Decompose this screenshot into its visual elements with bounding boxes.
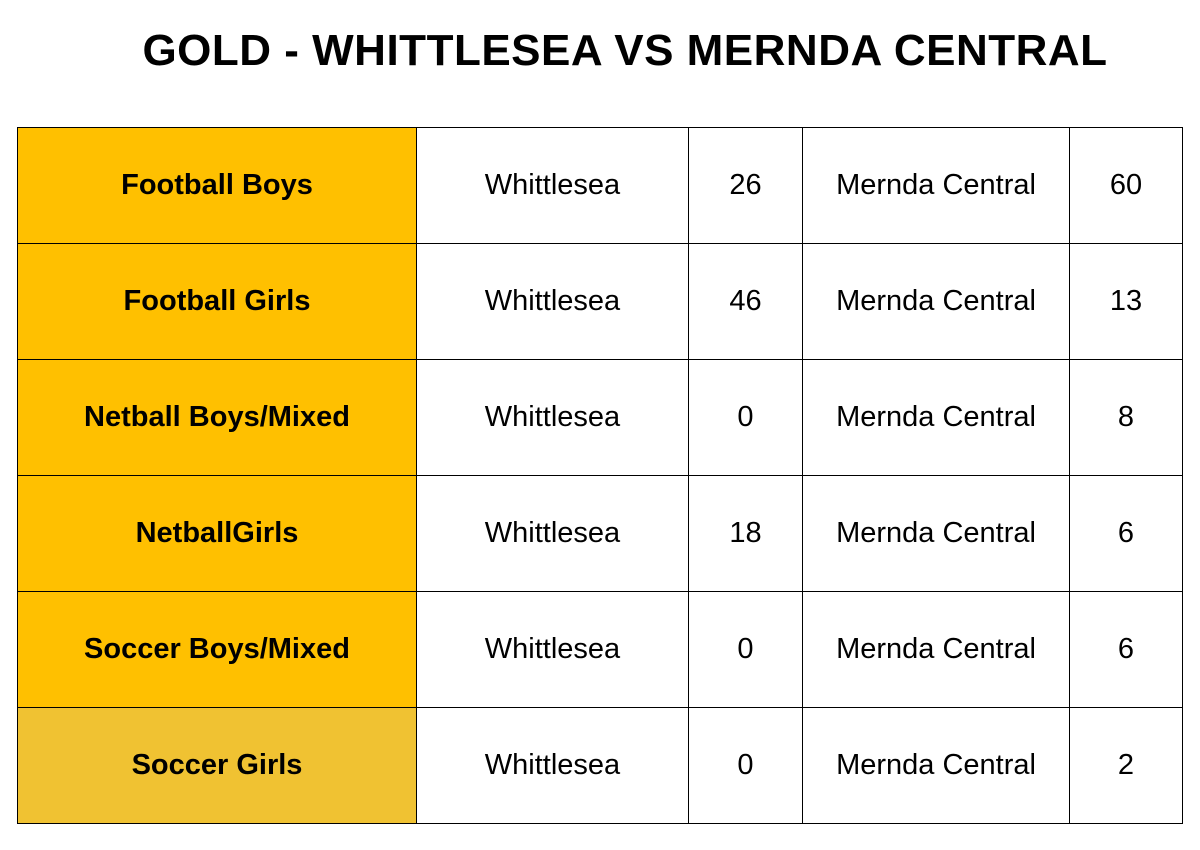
score-home: 26: [688, 127, 803, 244]
team-home: Whittlesea: [416, 243, 689, 360]
sport: Netball Boys/Mixed: [17, 359, 417, 476]
sport: Soccer Girls: [17, 707, 417, 824]
title: GOLD - WHITTLESEA VS MERNDA CENTRAL: [142, 26, 1108, 75]
results-table: Football Boys Whittlesea 26 Mernda Central 6…: [17, 127, 1183, 824]
score-away: 2: [1069, 707, 1183, 824]
score-home: 18: [688, 475, 803, 592]
team-home: Whittlesea: [416, 359, 689, 476]
sport: NetballGirls: [17, 475, 417, 592]
row: Netball Boys/Mixed Whittlesea 0 Mernda Cent…: [17, 359, 1183, 476]
team-away: Mernda Central: [802, 591, 1070, 708]
team-away: Mernda Central: [802, 243, 1070, 360]
row: NetballGirls Whittlesea 18 Mernda Central 6: [17, 475, 1183, 592]
score-away: 13: [1069, 243, 1183, 360]
table-body: Football Boys Whittlesea 26 Mernda Central 6…: [17, 127, 1183, 824]
team-away: Mernda Central: [802, 707, 1070, 824]
score-away: 60: [1069, 127, 1183, 244]
team-home: Whittlesea: [416, 707, 689, 824]
score-away: 8: [1069, 359, 1183, 476]
team-home: Whittlesea: [416, 127, 689, 244]
team-home: Whittlesea: [416, 475, 689, 592]
score-away: 6: [1069, 591, 1183, 708]
row: Soccer Girls Whittlesea 0 Mernda Central 2: [17, 707, 1183, 824]
sport: Football Boys: [17, 127, 417, 244]
team-away: Mernda Central: [802, 127, 1070, 244]
sport: Football Girls: [17, 243, 417, 360]
team-home: Whittlesea: [416, 591, 689, 708]
sport: Soccer Boys/Mixed: [17, 591, 417, 708]
row: Football Boys Whittlesea 26 Mernda Central 6…: [17, 127, 1183, 244]
score-home: 46: [688, 243, 803, 360]
row: Soccer Boys/Mixed Whittlesea 0 Mernda Centr…: [17, 591, 1183, 708]
team-away: Mernda Central: [802, 359, 1070, 476]
team-away: Mernda Central: [802, 475, 1070, 592]
row: Football Girls Whittlesea 46 Mernda Central…: [17, 243, 1183, 360]
score-away: 6: [1069, 475, 1183, 592]
score-home: 0: [688, 591, 803, 708]
score-home: 0: [688, 359, 803, 476]
score-home: 0: [688, 707, 803, 824]
